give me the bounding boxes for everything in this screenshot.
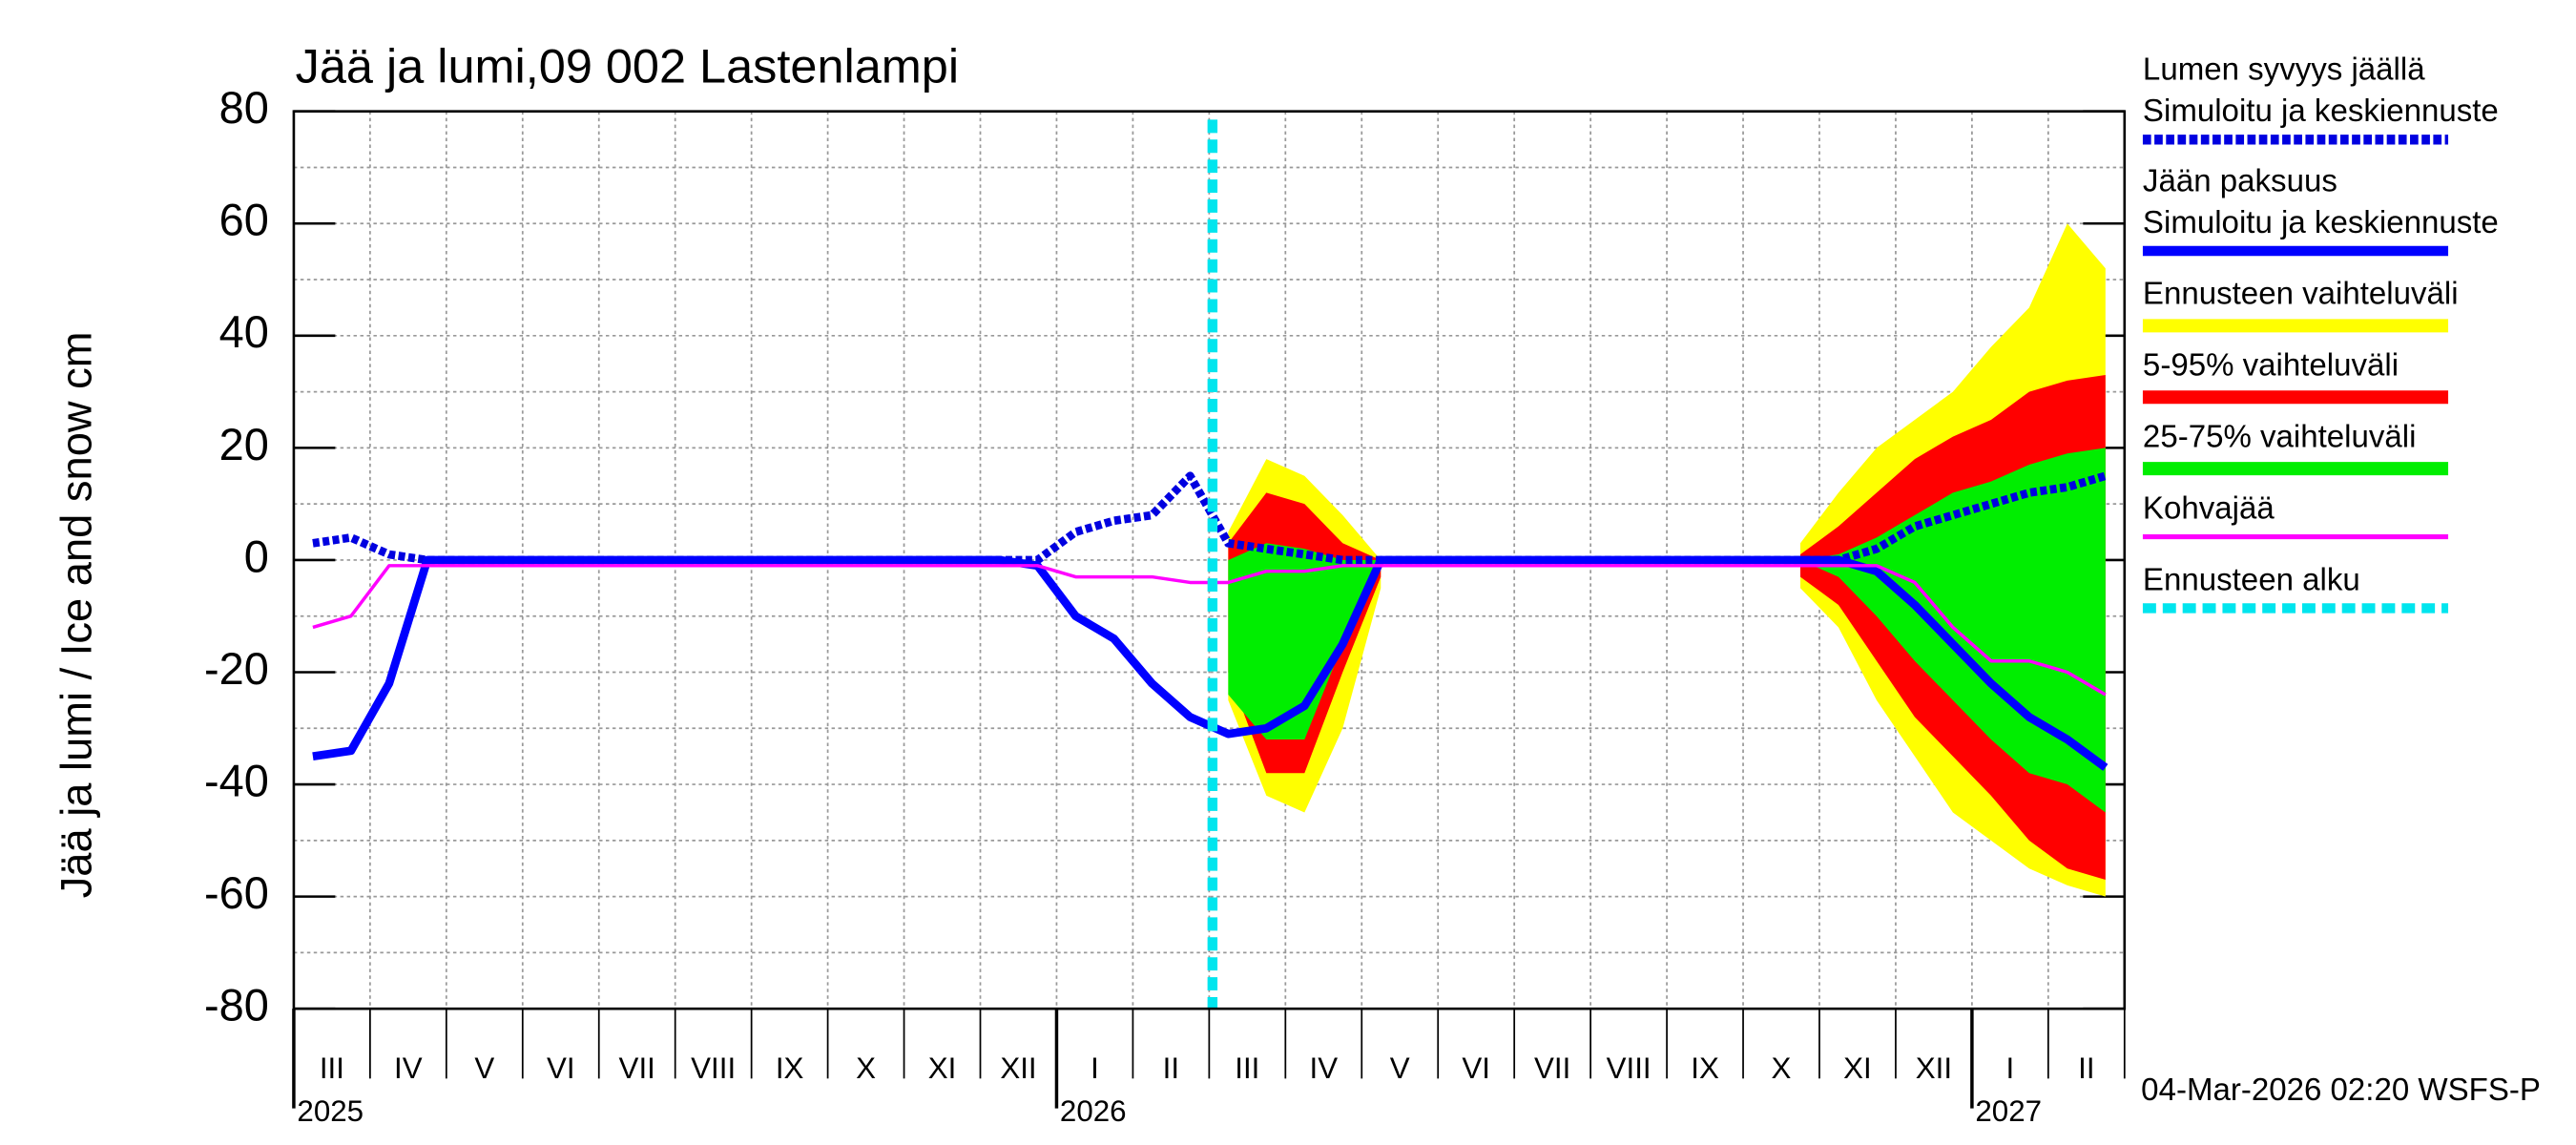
- x-tick-label: VIII: [691, 1051, 736, 1085]
- y-tick-label: -20: [204, 643, 269, 694]
- x-tick-label: IV: [394, 1051, 423, 1085]
- x-tick-label: XI: [1843, 1051, 1872, 1085]
- x-tick-label: IX: [1691, 1051, 1719, 1085]
- x-tick-label: I: [1091, 1051, 1099, 1085]
- y-tick-label: 40: [219, 306, 269, 357]
- y-tick-label: -80: [204, 980, 269, 1030]
- footer: 04-Mar-2026 02:20 WSFS-P: [2141, 1072, 2541, 1108]
- x-tick-label: X: [1772, 1051, 1792, 1085]
- x-tick-label: VIII: [1607, 1051, 1652, 1085]
- legend-label: 25-75% vaihteluväli: [2143, 420, 2417, 455]
- x-tick-label: III: [320, 1051, 344, 1085]
- x-tick-label: VII: [619, 1051, 655, 1085]
- x-tick-label: V: [474, 1051, 494, 1085]
- legend-label: Ennusteen alku: [2143, 562, 2360, 597]
- y-tick-label: 20: [219, 419, 269, 469]
- x-tick-label: V: [1390, 1051, 1410, 1085]
- y-tick-label: 60: [219, 195, 269, 245]
- year-label: 2027: [1975, 1094, 2042, 1128]
- forecast-band: [1228, 543, 1381, 740]
- x-tick-label: VII: [1534, 1051, 1570, 1085]
- legend-label: Simuloitu ja keskiennuste: [2143, 205, 2499, 240]
- year-label: 2025: [297, 1094, 364, 1128]
- y-tick-label: -40: [204, 755, 269, 805]
- x-tick-label: III: [1235, 1051, 1259, 1085]
- legend-label: Kohvajää: [2143, 490, 2275, 526]
- y-tick-label: 0: [244, 531, 269, 581]
- plot-frame: [292, 110, 2127, 1010]
- x-tick-label: VI: [1462, 1051, 1490, 1085]
- x-tick-label: I: [2006, 1051, 2015, 1085]
- x-tick-label: II: [2078, 1051, 2094, 1085]
- x-tick-label: XI: [928, 1051, 957, 1085]
- legend-label: Ennusteen vaihteluväli: [2143, 277, 2459, 312]
- y-axis-label: Jää ja lumi / Ice and snow cm: [52, 331, 100, 898]
- y-tick-label: -60: [204, 867, 269, 918]
- y-tick-label: 80: [219, 82, 269, 133]
- x-tick-label: X: [856, 1051, 876, 1085]
- legend-label: Jään paksuus: [2143, 163, 2337, 198]
- x-tick-label: VI: [547, 1051, 575, 1085]
- chart-title: Jää ja lumi,09 002 Lastenlampi: [296, 38, 959, 93]
- legend-label: Simuloitu ja keskiennuste: [2143, 94, 2499, 129]
- x-tick-label: IV: [1309, 1051, 1338, 1085]
- x-tick-label: IX: [776, 1051, 804, 1085]
- legend-label: 5-95% vaihteluväli: [2143, 348, 2399, 384]
- x-tick-label: XII: [1916, 1051, 1952, 1085]
- x-tick-label: XII: [1000, 1051, 1036, 1085]
- year-label: 2026: [1060, 1094, 1127, 1128]
- x-tick-label: II: [1163, 1051, 1179, 1085]
- legend-label: Lumen syvyys jäällä: [2143, 52, 2425, 88]
